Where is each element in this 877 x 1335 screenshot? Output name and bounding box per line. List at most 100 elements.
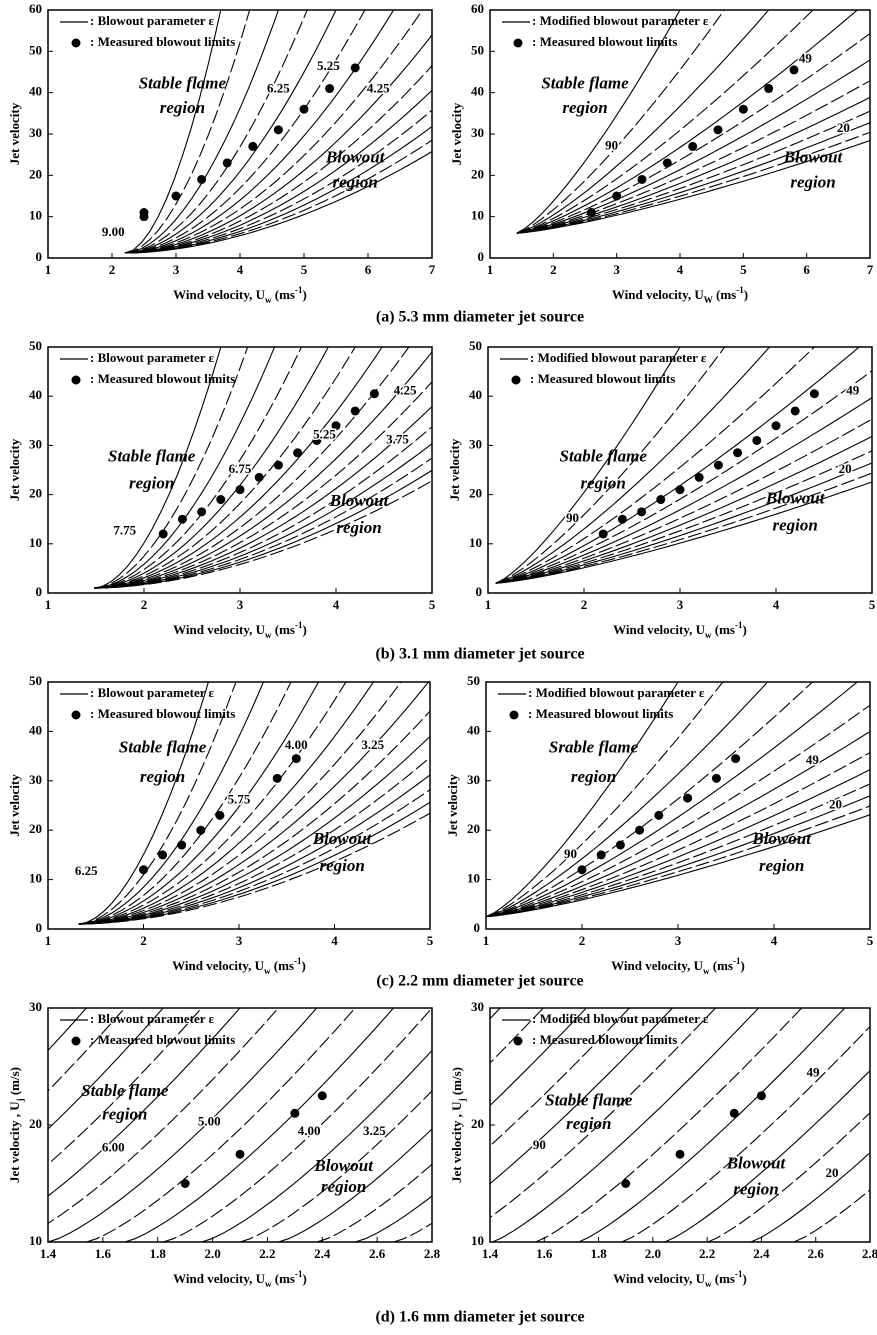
ylabel-parts-part: Jet velocity bbox=[449, 102, 464, 165]
xlabel-parts-part: (ms bbox=[713, 287, 736, 302]
x-tick-label: 2 bbox=[109, 262, 116, 277]
xlabel-parts-part: Wind velocity, U bbox=[611, 958, 703, 973]
curve-family bbox=[78, 682, 430, 925]
curve-label: 20 bbox=[839, 461, 852, 476]
x-tick-label: 5 bbox=[740, 262, 747, 277]
y-tick-label: 30 bbox=[29, 772, 42, 787]
ylabel-parts: Jet velocity , Uj (m/s) bbox=[7, 1067, 25, 1183]
y-tick-label: 10 bbox=[29, 535, 42, 550]
xlabel-parts-part: (ms bbox=[272, 287, 295, 302]
x-tick-label: 2 bbox=[550, 262, 557, 277]
curve bbox=[495, 370, 872, 584]
data-point bbox=[635, 825, 645, 835]
curve bbox=[664, 1069, 870, 1242]
curve bbox=[278, 1128, 432, 1242]
region-label: region bbox=[566, 1114, 611, 1133]
x-tick-label: 2.2 bbox=[259, 1246, 275, 1261]
curve bbox=[124, 125, 432, 254]
data-point bbox=[222, 158, 232, 168]
curve bbox=[486, 769, 870, 918]
data-point bbox=[235, 485, 245, 495]
region-label: Stable flame bbox=[541, 73, 629, 92]
y-tick-label: 40 bbox=[29, 84, 42, 99]
curve bbox=[94, 457, 432, 589]
legend-label: : Measured blowout limits bbox=[90, 1032, 235, 1047]
y-tick-label: 20 bbox=[469, 486, 482, 501]
x-tick-label: 1 bbox=[45, 262, 52, 277]
curve bbox=[94, 347, 356, 589]
curve bbox=[707, 1112, 870, 1242]
x-tick-label: 6 bbox=[365, 262, 372, 277]
data-point bbox=[325, 84, 335, 94]
xlabel-parts-part: W bbox=[704, 295, 713, 305]
data-point bbox=[197, 174, 207, 184]
curve bbox=[124, 139, 432, 254]
data-point bbox=[615, 840, 625, 850]
legend-marker bbox=[513, 1036, 523, 1046]
curve bbox=[516, 10, 681, 234]
curve bbox=[486, 682, 724, 918]
curve-label: 3.25 bbox=[361, 737, 384, 752]
x-tick-label: 3 bbox=[677, 597, 684, 612]
curve-label: 6.00 bbox=[102, 1139, 125, 1154]
curve-label: 90 bbox=[605, 137, 618, 152]
x-tick-label: 7 bbox=[867, 262, 874, 277]
curve-label: 6.25 bbox=[267, 80, 290, 95]
x-tick-label: 2.6 bbox=[369, 1246, 386, 1261]
curve bbox=[124, 10, 395, 254]
data-point bbox=[273, 460, 283, 470]
legend-label: : Measured blowout limits bbox=[90, 34, 235, 49]
curve-label: 6.25 bbox=[75, 863, 98, 878]
curve bbox=[495, 481, 872, 584]
x-tick-label: 3 bbox=[613, 262, 620, 277]
ylabel-parts-part: Jet velocity , U bbox=[7, 1101, 22, 1183]
curve bbox=[621, 1025, 870, 1242]
ylabel-parts-part: j bbox=[457, 1098, 467, 1102]
ylabel-parts: Jet velocity bbox=[7, 438, 22, 501]
y-tick-label: 10 bbox=[29, 871, 42, 886]
x-tick-label: 1.6 bbox=[536, 1246, 553, 1261]
curve-family bbox=[93, 347, 432, 589]
curve bbox=[78, 682, 237, 925]
region-label: region bbox=[321, 1177, 366, 1196]
data-point bbox=[729, 1108, 739, 1118]
data-point bbox=[637, 507, 647, 517]
curve bbox=[490, 1008, 545, 1064]
region-label: region bbox=[102, 1105, 147, 1124]
legend-label: : Blowout parameter ε bbox=[90, 13, 215, 28]
region-label: Stable flame bbox=[81, 1081, 169, 1100]
data-point bbox=[177, 840, 187, 850]
caption: (c) 2.2 mm diameter jet source bbox=[376, 973, 583, 990]
data-point bbox=[586, 208, 596, 218]
curve bbox=[93, 347, 222, 589]
xlabel-parts-part: (ms bbox=[712, 1271, 735, 1286]
x-tick-label: 2 bbox=[140, 933, 147, 948]
curve-label: 20 bbox=[829, 796, 842, 811]
curve-label: 4.00 bbox=[285, 737, 308, 752]
xlabel-parts-part: -1 bbox=[735, 1269, 743, 1279]
curve bbox=[486, 682, 859, 918]
data-point bbox=[577, 865, 587, 875]
curve bbox=[486, 730, 870, 918]
region-label: region bbox=[581, 474, 626, 493]
curve bbox=[78, 812, 430, 925]
legend-label: : Blowout parameter ε bbox=[90, 350, 215, 365]
curve bbox=[486, 783, 870, 918]
curve bbox=[94, 347, 249, 589]
curve bbox=[124, 109, 432, 254]
legend-label: : Measured blowout limits bbox=[532, 34, 677, 49]
data-point bbox=[752, 435, 762, 445]
region-label: Srable flame bbox=[549, 738, 639, 757]
y-tick-label: 60 bbox=[471, 1, 484, 16]
curve bbox=[486, 704, 870, 918]
curve bbox=[495, 435, 872, 584]
data-point bbox=[139, 208, 149, 218]
curve-label: 20 bbox=[826, 1165, 839, 1180]
curve bbox=[495, 347, 861, 584]
curve bbox=[94, 347, 410, 589]
curve bbox=[793, 1189, 870, 1242]
data-point bbox=[809, 389, 819, 399]
